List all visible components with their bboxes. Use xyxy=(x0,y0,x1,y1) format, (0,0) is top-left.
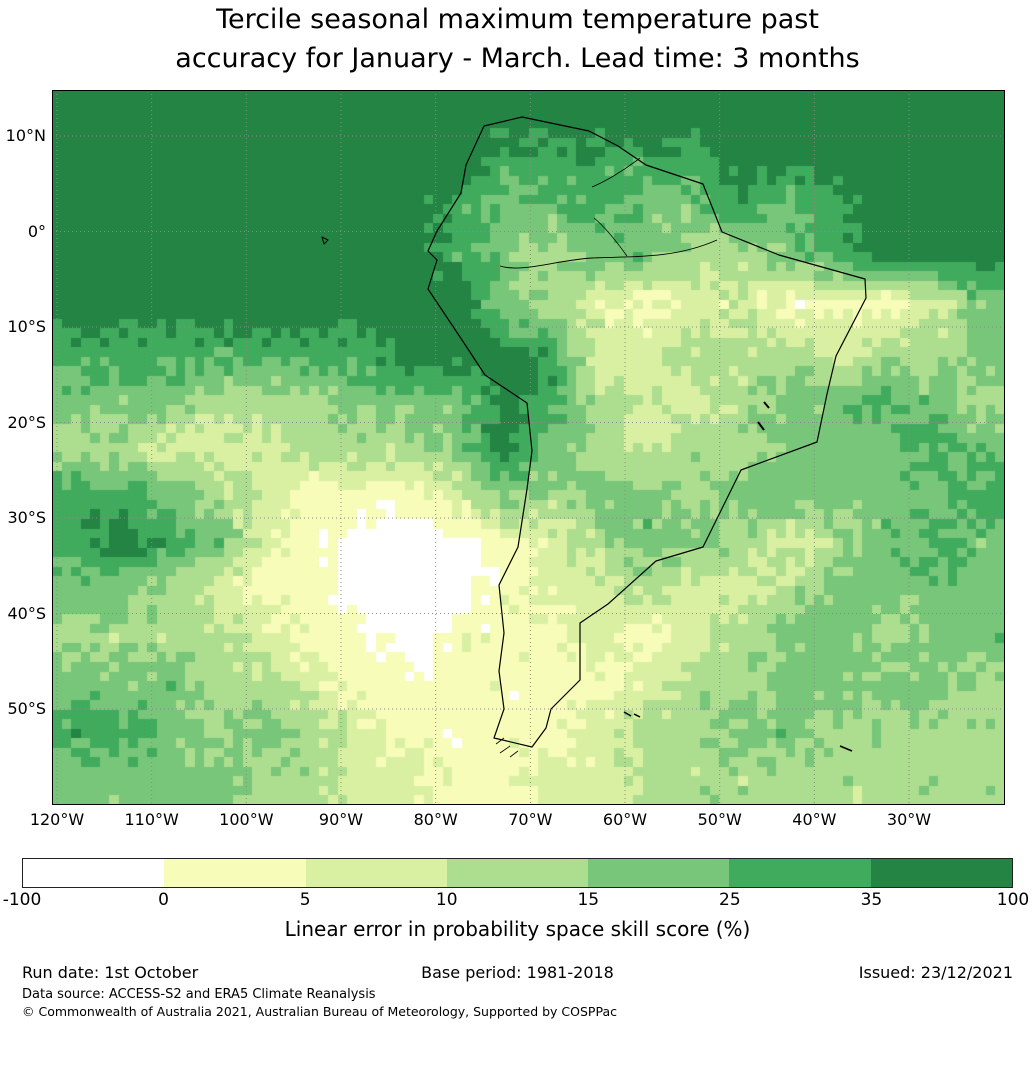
y-tick-label: 10°S xyxy=(7,317,46,336)
data-source-text: Data source: ACCESS-S2 and ERA5 Climate … xyxy=(22,987,376,1002)
grid-lines xyxy=(52,90,1005,805)
rio-negro-river xyxy=(593,217,628,257)
colorbar-segment xyxy=(164,859,306,887)
colorbar-tick-label: 15 xyxy=(577,890,600,910)
colorbar-tick-label: 25 xyxy=(719,890,741,910)
colorbar-tick-label: 10 xyxy=(435,890,458,910)
x-tick-label: 90°W xyxy=(318,810,364,829)
colorbar-label: Linear error in probability space skill … xyxy=(284,917,751,941)
copyright-text: © Commonwealth of Australia 2021, Austra… xyxy=(22,1004,617,1019)
x-tick-label: 70°W xyxy=(508,810,553,829)
south-georgia-island xyxy=(839,745,853,752)
x-tick-label: 120°W xyxy=(29,810,85,829)
map-frame xyxy=(52,90,1005,805)
y-tick-label: 30°S xyxy=(7,508,46,527)
issued-text: Issued: 23/12/2021 xyxy=(858,963,1013,982)
x-tick-label: 100°W xyxy=(219,810,274,829)
x-tick-label: 30°W xyxy=(886,810,932,829)
y-tick-label: 50°S xyxy=(7,699,46,718)
x-tick-label: 60°W xyxy=(602,810,648,829)
orinoco-river xyxy=(591,157,641,188)
colorbar xyxy=(22,858,1013,888)
colorbar-tick-label: 5 xyxy=(299,890,311,910)
galapagos-islands xyxy=(321,236,329,245)
colorbar-segment xyxy=(588,859,730,887)
y-tick-label: 10°N xyxy=(5,126,46,145)
colorbar-tick-label: 35 xyxy=(860,890,883,910)
y-tick-label: 0° xyxy=(27,221,46,241)
map-overlay xyxy=(52,90,1005,805)
y-tick-label: 40°S xyxy=(7,603,46,623)
x-tick-label: 110°W xyxy=(124,810,179,829)
base-period-text: Base period: 1981-2018 xyxy=(421,963,614,982)
lake-marks xyxy=(757,401,770,431)
colorbar-tick-label: 100 xyxy=(996,890,1030,910)
colorbar-segment xyxy=(23,859,165,887)
y-tick-label: 20°S xyxy=(7,412,46,432)
colorbar-segment xyxy=(729,859,871,887)
run-date-text: Run date: 1st October xyxy=(22,963,199,982)
falkland-islands xyxy=(623,711,641,718)
x-tick-label: 50°W xyxy=(697,810,742,829)
map-panel xyxy=(52,90,1005,805)
colorbar-segment xyxy=(870,859,1012,887)
colorbar-segment xyxy=(305,859,447,887)
coastlines xyxy=(321,116,867,758)
map-raster xyxy=(52,90,1005,805)
amazon-river xyxy=(499,239,718,269)
figure-title-line2: accuracy for January - March. Lead time:… xyxy=(175,43,860,74)
x-tick-label: 40°W xyxy=(792,810,837,829)
tierra-del-fuego-channels xyxy=(495,737,519,758)
x-tick-label: 80°W xyxy=(413,810,458,829)
colorbar-segment xyxy=(446,859,589,887)
colorbar-tick-label: 0 xyxy=(158,890,169,910)
colorbar-tick-label: -100 xyxy=(2,890,42,910)
figure-title-line1: Tercile seasonal maximum temperature pas… xyxy=(216,4,819,35)
south-america-coastline xyxy=(427,116,867,748)
figure-title: Tercile seasonal maximum temperature pas… xyxy=(0,0,1035,78)
